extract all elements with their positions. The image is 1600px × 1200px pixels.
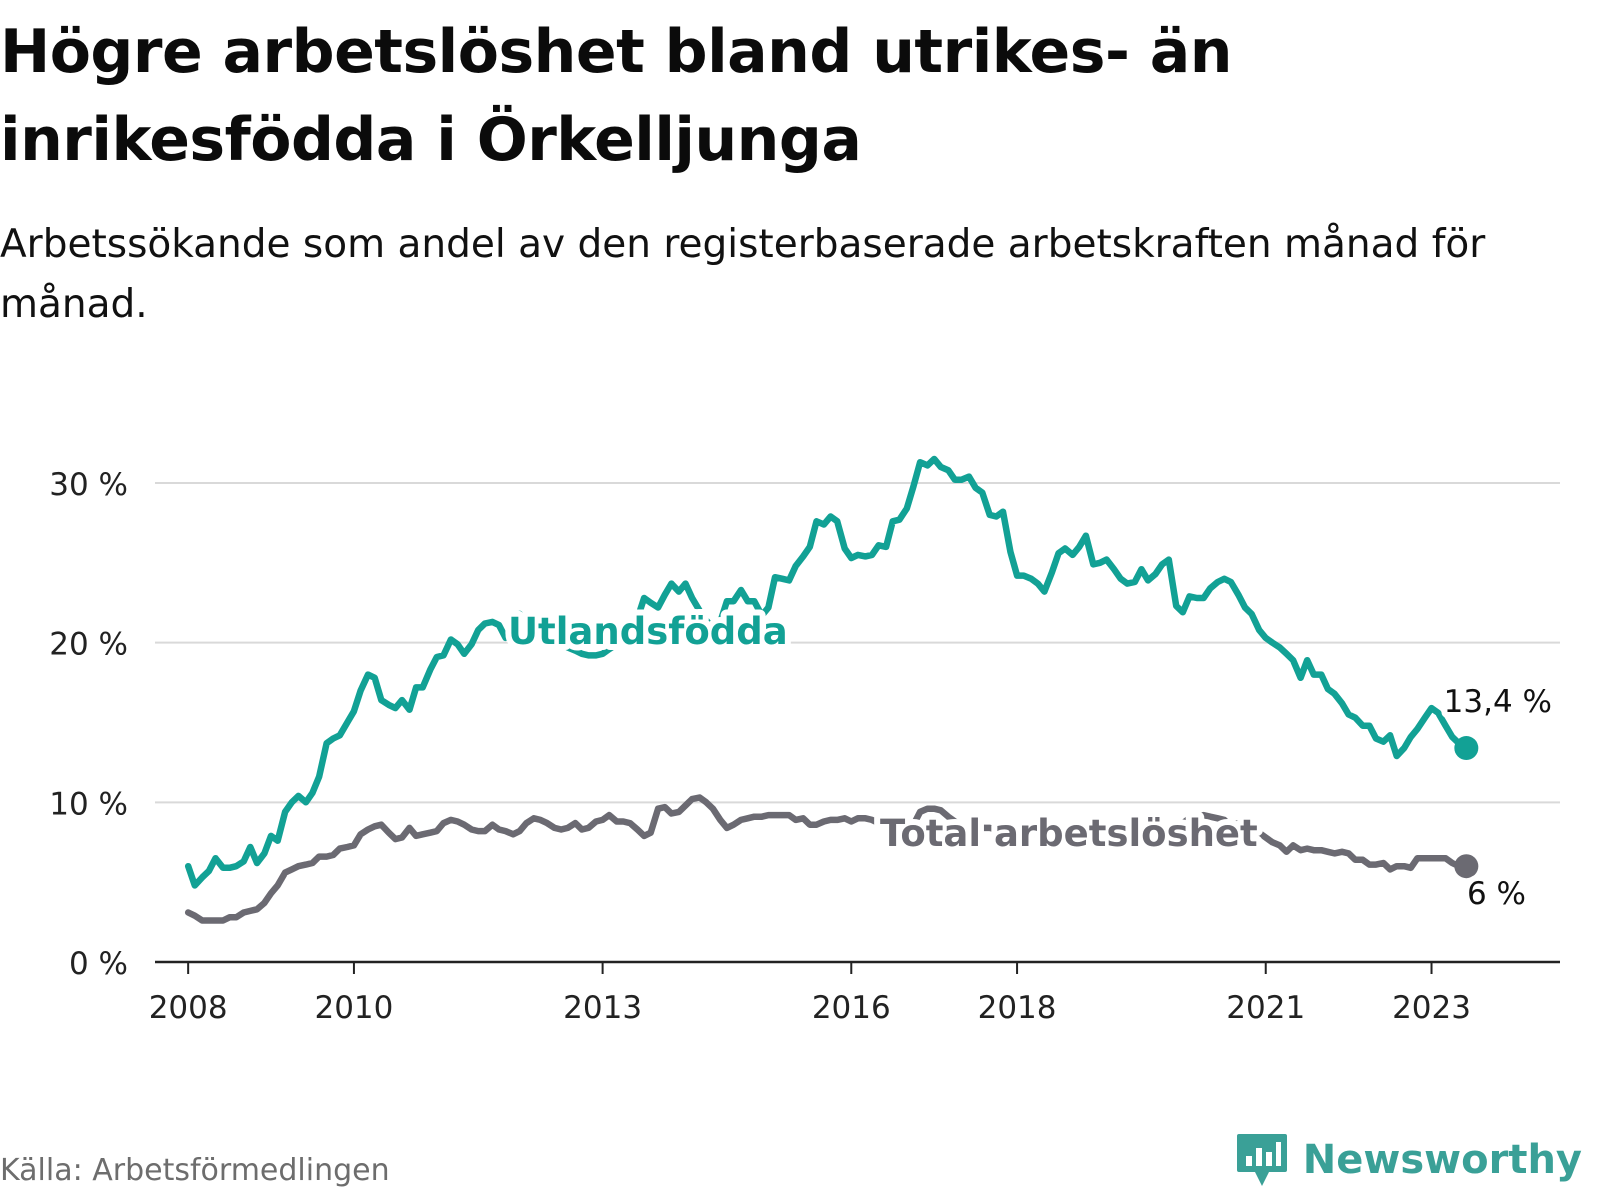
x-tick-label: 2013 — [563, 990, 642, 1026]
grid-lines — [155, 482, 1560, 804]
source-note: Källa: Arbetsförmedlingen — [0, 1153, 390, 1188]
brand-logo[interactable]: Newsworthy — [1235, 1130, 1582, 1190]
series-label-utlandsfodda: Utlandsfödda — [508, 610, 788, 653]
series-labels: Utlandsfödda Total arbetslöshet 13,4 % 6 % — [502, 604, 1558, 918]
series-lines — [184, 455, 1470, 924]
end-label-total: 6 % — [1467, 876, 1526, 912]
x-tick-label: 2008 — [149, 990, 228, 1026]
end-label-utlandsfodda: 13,4 % — [1444, 684, 1552, 720]
chart-title: Högre arbetslöshet bland utrikes- än inr… — [0, 17, 1232, 175]
x-tick-label: 2010 — [314, 990, 393, 1026]
y-tick-label: 0 % — [69, 946, 128, 982]
series-line-utlandsfodda — [184, 455, 1470, 889]
y-axis-ticks: 0 % 10 % 20 % 30 % — [49, 467, 128, 982]
x-tick-label: 2016 — [812, 990, 891, 1026]
y-tick-label: 10 % — [49, 786, 128, 822]
x-axis-ticks: 2008 2010 2013 2016 2018 2021 2023 — [149, 962, 1471, 1026]
x-tick-label: 2023 — [1392, 990, 1471, 1026]
chart-subtitle: Arbetssökande som andel av den registerb… — [0, 222, 1486, 327]
end-marker-utlandsfodda — [1454, 736, 1479, 761]
y-tick-label: 20 % — [49, 627, 128, 663]
newsworthy-logo-icon — [1236, 1134, 1287, 1186]
y-tick-label: 30 % — [49, 467, 128, 503]
series-label-total: Total arbetslöshet — [880, 812, 1258, 855]
brand-name: Newsworthy — [1302, 1137, 1582, 1183]
end-marker-total — [1454, 854, 1479, 879]
series-line-total — [184, 794, 1470, 924]
x-tick-label: 2021 — [1226, 990, 1305, 1026]
x-tick-label: 2018 — [978, 990, 1057, 1026]
